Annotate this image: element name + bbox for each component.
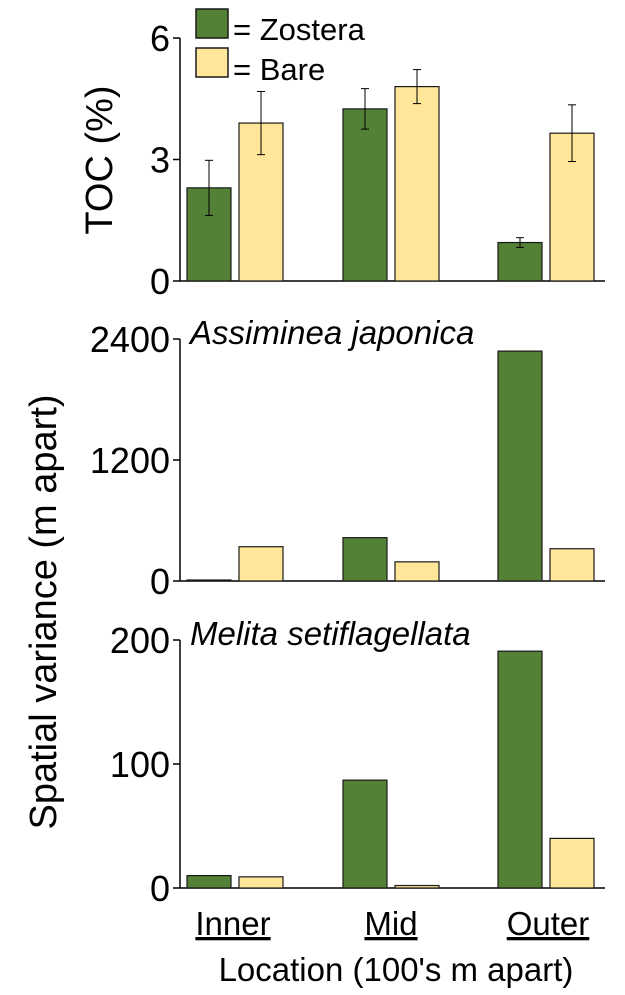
y-tick-label: 2400 bbox=[90, 319, 170, 360]
y-tick-label: 3 bbox=[150, 139, 170, 180]
category-label-mid: Mid bbox=[364, 905, 417, 942]
bar-zostera-outer bbox=[497, 650, 543, 889]
bar-bare-mid bbox=[394, 85, 440, 282]
bar-bare-inner bbox=[238, 546, 284, 582]
bar-zostera-mid bbox=[342, 108, 388, 282]
bar-zostera-outer bbox=[497, 350, 543, 582]
bar-bare-mid bbox=[394, 561, 440, 582]
bar-zostera-mid bbox=[342, 779, 388, 889]
y-tick-label: 1200 bbox=[90, 440, 170, 481]
y-tick-label: 100 bbox=[110, 744, 170, 785]
bar-bare-outer bbox=[549, 837, 595, 889]
panel-toc: TOC (%) 0 3 6 bbox=[79, 18, 605, 302]
panel-assiminea: Assiminea japonica 0 1200 2400 bbox=[90, 314, 605, 602]
panel-melita: Melita setiflagellata 0 100 200 bbox=[110, 615, 605, 909]
y-tick-label: 6 bbox=[150, 18, 170, 59]
legend-swatch-zostera bbox=[195, 8, 229, 39]
svg-text:= Zostera: = Zostera bbox=[233, 12, 366, 47]
bar-zostera-mid bbox=[342, 537, 388, 582]
category-label-inner: Inner bbox=[195, 905, 270, 942]
shared-xlabel: Location (100's m apart) bbox=[219, 951, 574, 988]
y-tick-label: 0 bbox=[150, 261, 170, 302]
bar-bare-mid bbox=[394, 884, 440, 889]
bar-zostera-outer bbox=[497, 241, 543, 282]
category-labels: Inner Mid Outer bbox=[195, 905, 589, 942]
bar-bare-inner bbox=[238, 876, 284, 889]
bar-zostera-inner bbox=[186, 874, 232, 889]
panel-ylabel: TOC (%) bbox=[79, 85, 121, 234]
legend: = Zostera = Bare bbox=[195, 8, 366, 87]
shared-ylabel: Spatial variance (m apart) bbox=[23, 394, 65, 829]
legend-label-bare: = Bare bbox=[233, 52, 325, 87]
y-tick-label: 200 bbox=[110, 620, 170, 661]
svg-text:= Bare: = Bare bbox=[233, 52, 325, 87]
category-label-outer: Outer bbox=[507, 905, 590, 942]
legend-label-zostera: = Zostera bbox=[233, 12, 366, 47]
bar-bare-outer bbox=[549, 548, 595, 582]
panel-title: Assiminea japonica bbox=[188, 314, 474, 351]
y-tick-label: 0 bbox=[150, 561, 170, 602]
bar-zostera-inner bbox=[186, 579, 232, 582]
panel-title: Melita setiflagellata bbox=[190, 615, 471, 652]
y-tick-label: 0 bbox=[150, 868, 170, 909]
legend-swatch-bare bbox=[195, 47, 229, 78]
